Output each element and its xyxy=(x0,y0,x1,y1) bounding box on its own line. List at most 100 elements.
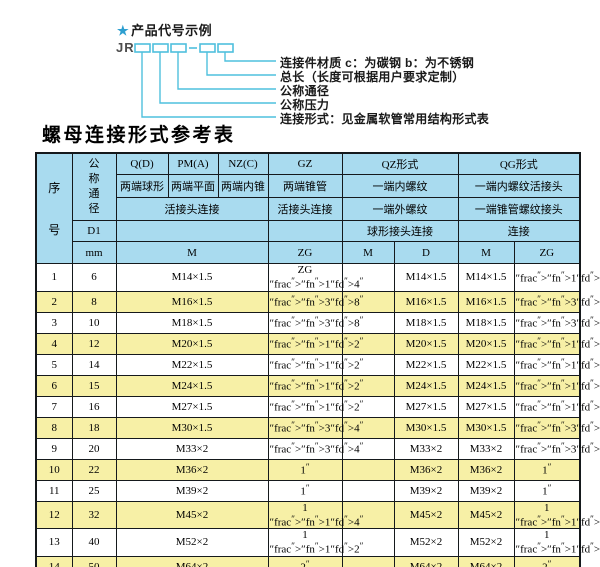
table-cell: ″frac″>″fn″>3″fd″>4″ xyxy=(513,437,600,460)
table-cell xyxy=(341,479,395,502)
table-cell xyxy=(341,374,395,397)
conn-type-cell: 一端锥管螺纹接头 xyxy=(457,197,581,221)
table-cell: M14×1.5 xyxy=(457,263,515,292)
table-cell: 10 xyxy=(71,311,117,334)
table-cell: M24×1.5 xyxy=(457,374,515,397)
table-cell: 6 xyxy=(71,263,117,292)
diagram-title: ★ 产品代号示例 xyxy=(117,20,212,39)
callout-label-length: 总长（长度可根据用户要求定制） xyxy=(280,70,465,84)
unit-label-m: M xyxy=(457,241,515,264)
table-cell: M52×2 xyxy=(115,528,269,557)
table-cell: M39×2 xyxy=(115,479,269,502)
table-cell: M30×1.5 xyxy=(115,416,269,439)
table-cell: M16×1.5 xyxy=(115,290,269,313)
table-cell: 11 xyxy=(35,479,73,502)
conn-type-cell: 一端外螺纹 xyxy=(341,197,459,221)
table-cell: M33×2 xyxy=(393,437,459,460)
code-box xyxy=(217,43,234,53)
table-cell: M22×1.5 xyxy=(115,353,269,376)
col-header-code-pma: PM(A) xyxy=(167,152,219,175)
table-cell: M45×2 xyxy=(457,500,515,529)
table-cell: 32 xyxy=(71,500,117,529)
table-cell: 1 xyxy=(35,263,73,292)
unit-label-d: D xyxy=(393,241,459,264)
conn-type-cell: 活接头连接 xyxy=(267,197,343,221)
conn-type-cell: 活接头连接 xyxy=(115,197,269,221)
col-header-code-qd: Q(D) xyxy=(115,152,169,175)
callout-label-material: 连接件材质 c：为碳钢 b：为不锈钢 xyxy=(280,56,475,70)
unit-label-m: M xyxy=(115,241,269,264)
col-header-seq: 序号 xyxy=(35,152,73,264)
end-type-cell: 一端内螺纹活接头 xyxy=(457,174,581,198)
table-header: 序号 公称通径 Q(D) PM(A) NZ(C) GZ QZ形式 QG形式 两端… xyxy=(35,152,581,264)
table-cell: 1 ″frac″>″fn″>1″fd″>4″ xyxy=(513,500,600,529)
d1-label: D1 xyxy=(71,220,117,242)
table-cell: M14×1.5 xyxy=(115,263,269,292)
table-row: 28M16×1.5″frac″>″fn″>3″fd″>8″M16×1.5M16×… xyxy=(35,290,600,313)
table-cell: 5 xyxy=(35,353,73,376)
table-cell: 1 ″frac″>″fn″>1″fd″>4″ xyxy=(267,500,364,529)
header-row-codes: 序号 公称通径 Q(D) PM(A) NZ(C) GZ QZ形式 QG形式 xyxy=(35,152,581,264)
table-cell: 2″ xyxy=(267,555,343,567)
table-cell: ″frac″>″fn″>1″fd″>2″ xyxy=(513,374,600,397)
table-cell: 8 xyxy=(35,416,73,439)
table-cell xyxy=(341,458,395,481)
table-cell: M52×2 xyxy=(457,528,515,557)
table-cell: M27×1.5 xyxy=(393,395,459,418)
diagram-title-text: 产品代号示例 xyxy=(131,23,213,38)
table-cell: M39×2 xyxy=(457,479,515,502)
callout-label-connection: 连接形式：见金属软管常用结构形式表 xyxy=(280,112,490,126)
table-cell: ″frac″>″fn″>3″fd″>8″ xyxy=(267,311,363,334)
table-cell: 8 xyxy=(71,290,117,313)
table-cell: 40 xyxy=(71,528,117,557)
table-cell: ″frac″>″fn″>1″fd″>2″ xyxy=(513,353,600,376)
table-cell: ″frac″>″fn″>1″fd″>2″ xyxy=(513,332,600,355)
table-cell: 1″ xyxy=(267,479,343,502)
table-cell: 13 xyxy=(35,528,73,557)
table-cell: M30×1.5 xyxy=(393,416,459,439)
empty-cell xyxy=(267,220,343,242)
callout-line xyxy=(224,52,276,62)
table-cell: M24×1.5 xyxy=(115,374,269,397)
table-cell: 14 xyxy=(35,555,73,567)
table-cell: M45×2 xyxy=(115,500,269,529)
table-cell xyxy=(341,437,395,460)
table-cell: M64×2 xyxy=(457,555,515,567)
callout-label-pressure: 公称压力 xyxy=(280,98,330,112)
end-type-cell: 两端平面 xyxy=(167,174,219,198)
table-cell: M33×2 xyxy=(457,437,515,460)
table-row: 11 25 M39×2 1″ M39×2 M39×2 1″ xyxy=(35,479,581,502)
header-row-d1: D1 球形接头连接 连接 xyxy=(36,220,581,242)
table-cell: 2 xyxy=(35,290,73,313)
table-row: 514M22×1.5″frac″>″fn″>1″fd″>2″M22×1.5M22… xyxy=(35,353,600,376)
table-cell: 7 xyxy=(35,395,73,418)
table-cell: M52×2 xyxy=(393,528,459,557)
table-cell: M20×1.5 xyxy=(393,332,459,355)
col-header-code-qg: QG形式 xyxy=(457,152,581,175)
table-cell: M45×2 xyxy=(393,500,459,529)
table-cell: M36×2 xyxy=(393,458,459,481)
table-cell: 3 xyxy=(35,311,73,334)
table-cell: M18×1.5 xyxy=(457,311,515,334)
table-cell: ″frac″>″fn″>1″fd″>2″ xyxy=(513,395,600,418)
table-cell: ″frac″>″fn″>3″fd″>4″ xyxy=(513,416,600,439)
table-cell: 25 xyxy=(71,479,117,502)
table-cell: M64×2 xyxy=(115,555,269,567)
end-type-cell: 两端内锥 xyxy=(217,174,269,198)
table-row: 716M27×1.5″frac″>″fn″>1″fd″>2″M27×1.5M27… xyxy=(35,395,600,418)
table-cell: 1″ xyxy=(513,458,581,481)
star-icon: ★ xyxy=(117,23,130,38)
table-cell: 9 xyxy=(35,437,73,460)
table-cell: M22×1.5 xyxy=(457,353,515,376)
table-cell: M22×1.5 xyxy=(393,353,459,376)
callout-label-diameter: 公称通径 xyxy=(280,84,330,98)
col-header-code-nzc: NZ(C) xyxy=(217,152,269,175)
table-cell: M39×2 xyxy=(393,479,459,502)
table-cell: M20×1.5 xyxy=(457,332,515,355)
table-cell: M20×1.5 xyxy=(115,332,269,355)
